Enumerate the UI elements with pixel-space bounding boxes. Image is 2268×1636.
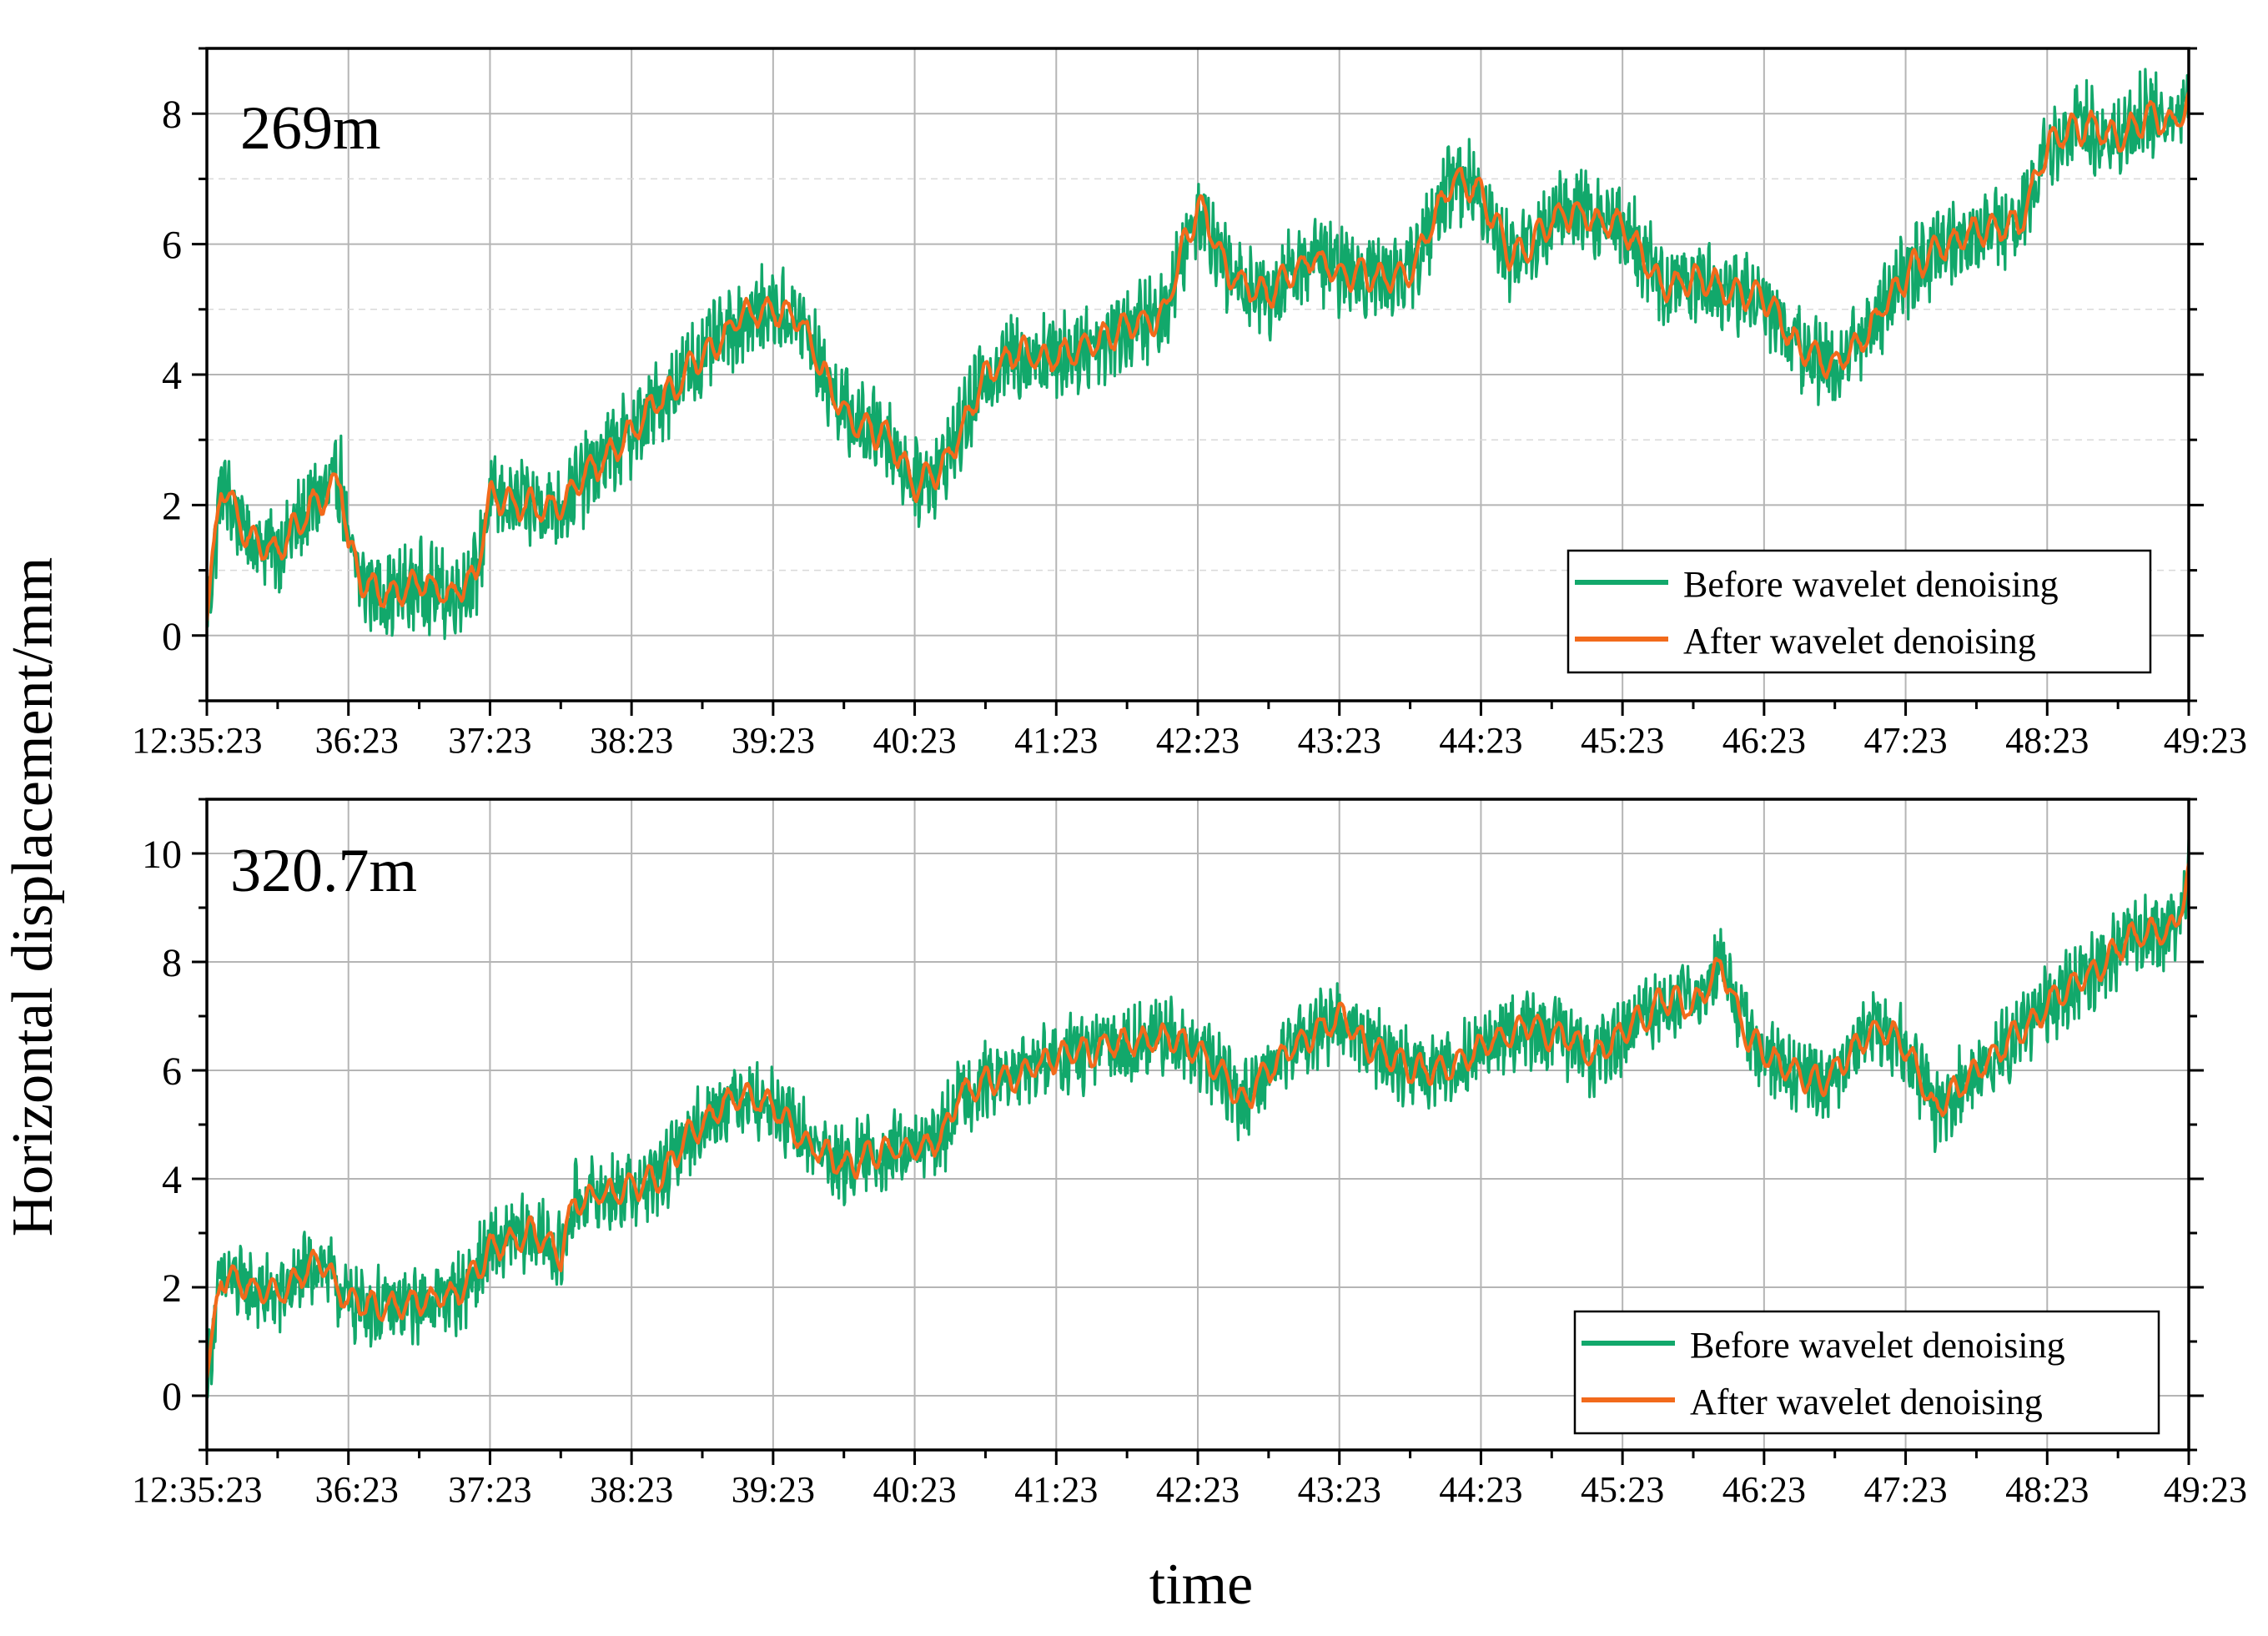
- legend-label: Before wavelet denoising: [1683, 564, 2059, 605]
- legend: Before wavelet denoising After wavelet de…: [1566, 549, 2152, 674]
- panel-320-7m: 0 2 4 6 8 10 12:35:23 36:23 37:23 38:23 39:23 40:23…: [132, 798, 2247, 1510]
- x-tick-label: 40:23: [873, 1469, 956, 1510]
- plot-area: [207, 68, 2189, 641]
- x-tick-label: 47:23: [1863, 1469, 1947, 1510]
- x-tick-label: 41:23: [1014, 720, 1098, 761]
- x-tick-label: 49:23: [2164, 720, 2247, 761]
- legend-box: [1573, 1310, 2160, 1435]
- y-tick-label: 8: [162, 93, 182, 137]
- x-tick-label: 45:23: [1581, 720, 1664, 761]
- legend-label: Before wavelet denoising: [1690, 1325, 2065, 1366]
- x-tick-label: 12:35:23: [132, 1469, 262, 1510]
- x-tick-label: 39:23: [732, 1469, 815, 1510]
- x-tick-label: 40:23: [873, 720, 956, 761]
- x-tick-label: 41:23: [1014, 1469, 1098, 1510]
- x-tick-label: 47:23: [1863, 720, 1947, 761]
- x-tick-label: 45:23: [1581, 1469, 1664, 1510]
- x-tick-label: 48:23: [2005, 720, 2089, 761]
- x-tick-label: 44:23: [1439, 720, 1522, 761]
- x-axis-title: time: [1149, 1553, 1253, 1617]
- series-after-line: [207, 863, 2189, 1378]
- y-tick-label: 6: [162, 1050, 182, 1094]
- x-tick-label: 39:23: [732, 720, 815, 761]
- y-tick-label: 4: [162, 1158, 182, 1202]
- legend-label: After wavelet denoising: [1683, 621, 2036, 662]
- y-tick-label: 4: [162, 354, 182, 398]
- panel-title: 320.7m: [230, 837, 417, 905]
- x-tick-label: 42:23: [1156, 720, 1240, 761]
- x-tick-label: 36:23: [315, 720, 399, 761]
- legend-label: After wavelet denoising: [1690, 1382, 2043, 1422]
- x-tick-label: 42:23: [1156, 1469, 1240, 1510]
- y-tick-label: 6: [162, 224, 182, 268]
- x-tick-label: 12:35:23: [132, 720, 262, 761]
- y-axis-title: Horizontal displacement/mm: [1, 557, 65, 1237]
- x-tick-label: 38:23: [590, 1469, 673, 1510]
- x-tick-label: 48:23: [2005, 1469, 2089, 1510]
- x-tick-label: 44:23: [1439, 1469, 1522, 1510]
- y-tick-label: 2: [162, 484, 182, 528]
- y-tick-label: 2: [162, 1266, 182, 1311]
- series-after-line: [207, 91, 2189, 622]
- x-tick-label: 46:23: [1722, 1469, 1806, 1510]
- plot-area: [207, 839, 2189, 1399]
- x-tick-label: 37:23: [448, 1469, 531, 1510]
- y-tick-label: 8: [162, 941, 182, 985]
- y-tick-label: 0: [162, 1375, 182, 1419]
- panel-269m: 0 2 4 6 8 12:35:23 36:23 37:23 38:23 39:23 40:23 41…: [132, 47, 2247, 761]
- x-tick-label: 37:23: [448, 720, 531, 761]
- panel-title: 269m: [240, 94, 381, 163]
- x-tick-label: 46:23: [1722, 720, 1806, 761]
- x-tick-label: 49:23: [2164, 1469, 2247, 1510]
- x-tick-label: 38:23: [590, 720, 673, 761]
- legend: Before wavelet denoising After wavelet de…: [1573, 1310, 2160, 1435]
- y-tick-label: 10: [142, 833, 182, 877]
- x-tick-label: 43:23: [1298, 720, 1381, 761]
- x-tick-label: 36:23: [315, 1469, 399, 1510]
- y-tick-label: 0: [162, 615, 182, 659]
- x-tick-label: 43:23: [1298, 1469, 1381, 1510]
- legend-box: [1566, 549, 2152, 674]
